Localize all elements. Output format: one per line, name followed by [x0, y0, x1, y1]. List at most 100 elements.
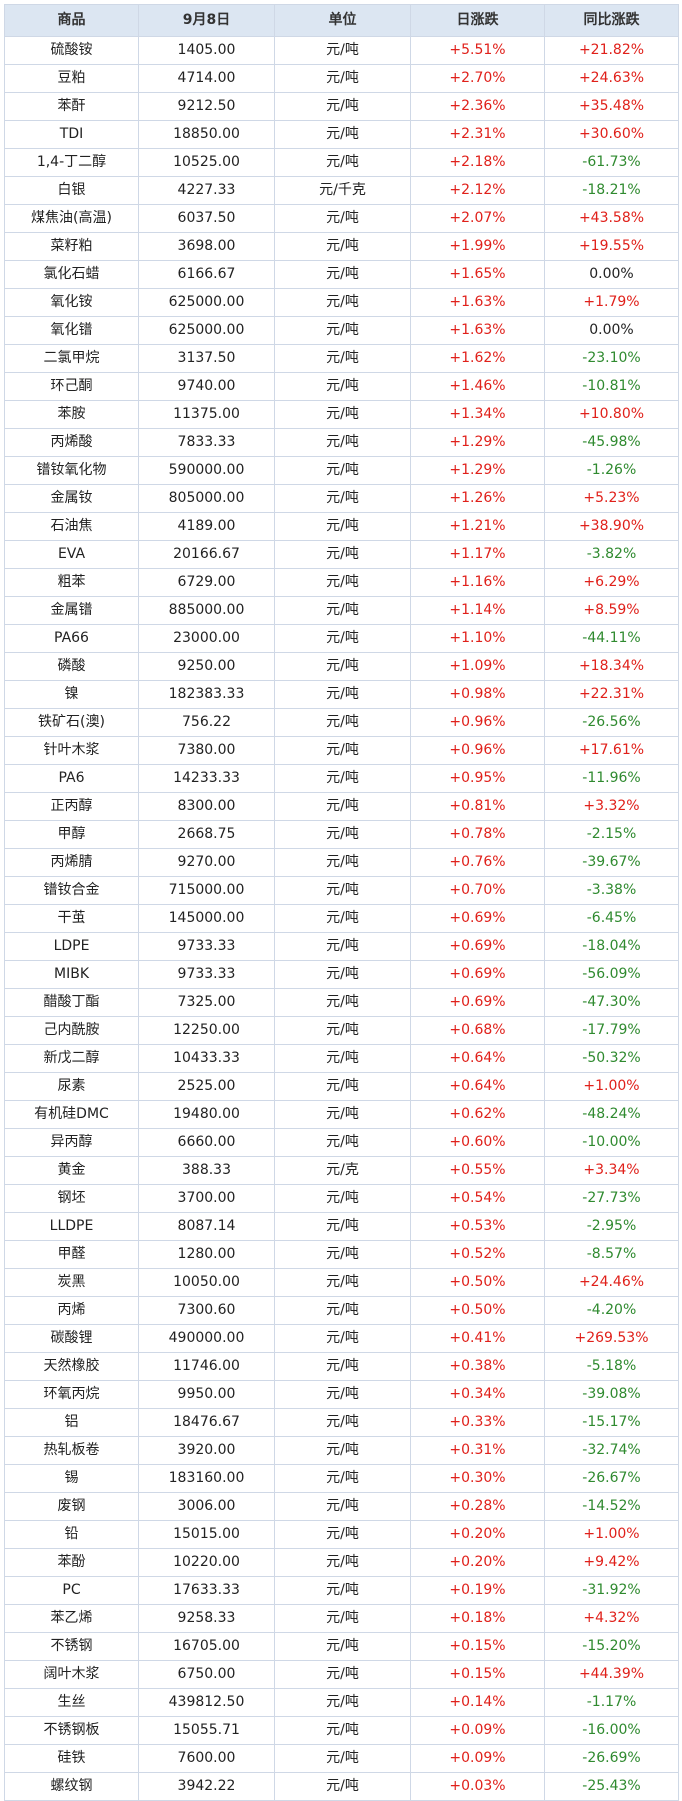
unit-cell: 元/吨	[274, 792, 411, 821]
table-row: 碳酸锂 490000.00 元/吨 +0.41% +269.53%	[4, 1324, 679, 1353]
daily-change-cell: +0.14%	[410, 1688, 545, 1717]
daily-change-cell: +0.15%	[410, 1660, 545, 1689]
price-cell: 9258.33	[138, 1604, 275, 1633]
unit-cell: 元/吨	[274, 596, 411, 625]
unit-cell: 元/吨	[274, 36, 411, 65]
commodity-cell: 新戊二醇	[4, 1044, 139, 1073]
table-row: 热轧板卷 3920.00 元/吨 +0.31% -32.74%	[4, 1436, 679, 1465]
unit-cell: 元/千克	[274, 176, 411, 205]
unit-cell: 元/吨	[274, 1324, 411, 1353]
unit-cell: 元/吨	[274, 316, 411, 345]
commodity-cell: 硫酸铵	[4, 36, 139, 65]
price-cell: 885000.00	[138, 596, 275, 625]
price-cell: 3700.00	[138, 1184, 275, 1213]
table-row: EVA 20166.67 元/吨 +1.17% -3.82%	[4, 540, 679, 569]
unit-cell: 元/吨	[274, 1072, 411, 1101]
commodity-cell: 针叶木浆	[4, 736, 139, 765]
price-cell: 7325.00	[138, 988, 275, 1017]
commodity-cell: 天然橡胶	[4, 1352, 139, 1381]
table-row: 硫酸铵 1405.00 元/吨 +5.51% +21.82%	[4, 36, 679, 65]
unit-cell: 元/吨	[274, 1100, 411, 1129]
table-row: 苯胺 11375.00 元/吨 +1.34% +10.80%	[4, 400, 679, 429]
commodity-cell: 有机硅DMC	[4, 1100, 139, 1129]
daily-change-cell: +0.50%	[410, 1268, 545, 1297]
unit-cell: 元/吨	[274, 1184, 411, 1213]
price-cell: 4714.00	[138, 64, 275, 93]
yoy-change-cell: -50.32%	[544, 1044, 679, 1073]
commodity-cell: PC	[4, 1576, 139, 1605]
unit-cell: 元/吨	[274, 960, 411, 989]
commodity-cell: 苯乙烯	[4, 1604, 139, 1633]
commodity-cell: 热轧板卷	[4, 1436, 139, 1465]
daily-change-cell: +0.76%	[410, 848, 545, 877]
daily-change-cell: +1.62%	[410, 344, 545, 373]
price-cell: 11375.00	[138, 400, 275, 429]
unit-cell: 元/吨	[274, 1576, 411, 1605]
table-row: 炭黑 10050.00 元/吨 +0.50% +24.46%	[4, 1268, 679, 1297]
yoy-change-cell: -17.79%	[544, 1016, 679, 1045]
commodity-cell: 生丝	[4, 1688, 139, 1717]
daily-change-cell: +0.62%	[410, 1100, 545, 1129]
table-row: 环氧丙烷 9950.00 元/吨 +0.34% -39.08%	[4, 1380, 679, 1409]
commodity-price-table: 商品 9月8日 单位 日涨跌 同比涨跌 硫酸铵 1405.00 元/吨 +5.51% +…	[4, 4, 679, 1801]
price-cell: 9733.33	[138, 960, 275, 989]
commodity-cell: 铝	[4, 1408, 139, 1437]
yoy-change-cell: +18.34%	[544, 652, 679, 681]
commodity-cell: 硅铁	[4, 1744, 139, 1773]
unit-cell: 元/吨	[274, 148, 411, 177]
commodity-cell: 菜籽粕	[4, 232, 139, 261]
header-price-date: 9月8日	[138, 4, 275, 37]
table-row: 锡 183160.00 元/吨 +0.30% -26.67%	[4, 1464, 679, 1493]
table-row: 有机硅DMC 19480.00 元/吨 +0.62% -48.24%	[4, 1100, 679, 1129]
daily-change-cell: +0.70%	[410, 876, 545, 905]
price-cell: 9270.00	[138, 848, 275, 877]
price-cell: 2668.75	[138, 820, 275, 849]
daily-change-cell: +1.21%	[410, 512, 545, 541]
commodity-cell: 醋酸丁酯	[4, 988, 139, 1017]
table-row: MIBK 9733.33 元/吨 +0.69% -56.09%	[4, 960, 679, 989]
price-cell: 3137.50	[138, 344, 275, 373]
unit-cell: 元/吨	[274, 1464, 411, 1493]
unit-cell: 元/吨	[274, 1632, 411, 1661]
unit-cell: 元/吨	[274, 680, 411, 709]
yoy-change-cell: +6.29%	[544, 568, 679, 597]
yoy-change-cell: -10.00%	[544, 1128, 679, 1157]
commodity-cell: LDPE	[4, 932, 139, 961]
yoy-change-cell: +38.90%	[544, 512, 679, 541]
unit-cell: 元/吨	[274, 204, 411, 233]
unit-cell: 元/吨	[274, 484, 411, 513]
commodity-cell: 铁矿石(澳)	[4, 708, 139, 737]
commodity-cell: 锡	[4, 1464, 139, 1493]
yoy-change-cell: +21.82%	[544, 36, 679, 65]
table-row: 石油焦 4189.00 元/吨 +1.21% +38.90%	[4, 512, 679, 541]
daily-change-cell: +0.78%	[410, 820, 545, 849]
price-cell: 10525.00	[138, 148, 275, 177]
yoy-change-cell: +3.34%	[544, 1156, 679, 1185]
table-row: 镨钕氧化物 590000.00 元/吨 +1.29% -1.26%	[4, 456, 679, 485]
daily-change-cell: +0.64%	[410, 1072, 545, 1101]
yoy-change-cell: -23.10%	[544, 344, 679, 373]
table-row: 金属镨 885000.00 元/吨 +1.14% +8.59%	[4, 596, 679, 625]
yoy-change-cell: -15.17%	[544, 1408, 679, 1437]
commodity-cell: 金属镨	[4, 596, 139, 625]
commodity-cell: 碳酸锂	[4, 1324, 139, 1353]
daily-change-cell: +2.31%	[410, 120, 545, 149]
header-commodity: 商品	[4, 4, 139, 37]
table-row: 阔叶木浆 6750.00 元/吨 +0.15% +44.39%	[4, 1660, 679, 1689]
unit-cell: 元/克	[274, 1156, 411, 1185]
unit-cell: 元/吨	[274, 372, 411, 401]
unit-cell: 元/吨	[274, 1128, 411, 1157]
unit-cell: 元/吨	[274, 1380, 411, 1409]
daily-change-cell: +2.18%	[410, 148, 545, 177]
daily-change-cell: +0.19%	[410, 1576, 545, 1605]
commodity-cell: PA66	[4, 624, 139, 653]
daily-change-cell: +1.65%	[410, 260, 545, 289]
commodity-cell: PA6	[4, 764, 139, 793]
unit-cell: 元/吨	[274, 1492, 411, 1521]
commodity-cell: 氧化铵	[4, 288, 139, 317]
table-row: 煤焦油(高温) 6037.50 元/吨 +2.07% +43.58%	[4, 204, 679, 233]
commodity-cell: 镍	[4, 680, 139, 709]
table-row: 异丙醇 6660.00 元/吨 +0.60% -10.00%	[4, 1128, 679, 1157]
daily-change-cell: +0.64%	[410, 1044, 545, 1073]
yoy-change-cell: +17.61%	[544, 736, 679, 765]
